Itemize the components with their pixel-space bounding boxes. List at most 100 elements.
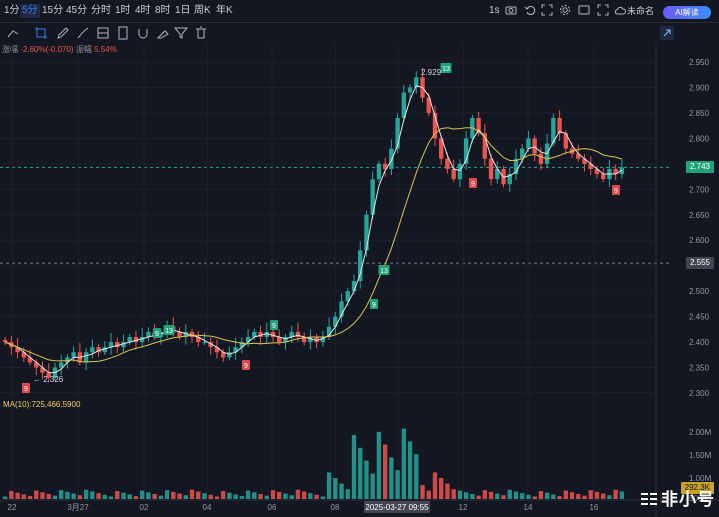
candle-body	[277, 336, 282, 343]
volume-bar	[407, 441, 413, 499]
settings-icon[interactable]	[559, 4, 573, 18]
time-tick: 14	[524, 503, 533, 512]
timeframe-week[interactable]: 周K	[194, 5, 211, 16]
candle-body	[513, 158, 519, 175]
volume-bar	[301, 491, 307, 499]
timeframe-5m[interactable]: 5分	[20, 4, 40, 18]
interval-selector[interactable]: 1s	[489, 5, 500, 16]
candle-body	[196, 336, 201, 343]
marker-icon[interactable]	[156, 26, 170, 40]
candle-body	[40, 367, 45, 373]
trash-icon[interactable]	[194, 26, 208, 40]
expand-icon[interactable]	[597, 4, 611, 18]
volume-bar	[439, 478, 444, 499]
timeframe-15m[interactable]: 15分	[42, 5, 64, 16]
volume-bar	[426, 490, 431, 499]
timeframe-year[interactable]: 年K	[216, 5, 233, 16]
volume-bar	[482, 490, 488, 499]
pencil-icon[interactable]	[56, 26, 70, 40]
ai-interpret-button[interactable]: AI解读	[663, 6, 711, 19]
td-sell-9c-label: 9	[471, 181, 475, 188]
candle-body	[233, 347, 238, 353]
candle-body	[557, 118, 562, 134]
candle-body	[538, 153, 544, 164]
cloud-icon[interactable]	[614, 5, 628, 19]
volume-bar	[488, 491, 494, 499]
candle-body	[326, 326, 332, 337]
volume-bar	[588, 490, 593, 499]
crop-icon[interactable]	[34, 26, 48, 40]
volume-bar	[239, 496, 245, 499]
pattern-icon[interactable]	[96, 26, 110, 40]
timeframe-1m[interactable]: 1分	[4, 5, 20, 16]
volume-bar	[220, 491, 226, 499]
screenshot-icon[interactable]	[578, 4, 592, 18]
drawing-toolbar	[0, 23, 719, 43]
brush-icon[interactable]	[76, 26, 90, 40]
candle-body	[476, 118, 481, 134]
collapse-icon[interactable]	[660, 26, 674, 40]
camera-icon[interactable]	[505, 4, 519, 18]
candle-body	[619, 167, 625, 175]
volume-bar	[563, 490, 568, 499]
price-tick: 2.850	[689, 109, 710, 118]
volume-bar	[245, 490, 251, 499]
candle-body	[71, 352, 76, 358]
low-price-label: ← 2.326	[33, 375, 64, 384]
candle-body	[370, 179, 375, 215]
undo-icon[interactable]	[524, 4, 538, 18]
filter-icon[interactable]	[174, 26, 188, 40]
candle-body	[133, 336, 139, 343]
time-tick: 02	[140, 503, 149, 512]
volume-bar	[526, 494, 531, 499]
td-buy-13b-label: 13	[380, 268, 388, 275]
volume-bar	[401, 428, 407, 499]
volume-bar	[463, 492, 469, 499]
layout-name[interactable]: 未命名	[627, 6, 655, 16]
volume-bar	[196, 491, 201, 499]
volume-bar	[177, 493, 182, 499]
magnet-icon[interactable]	[136, 26, 150, 40]
volume-bar	[2, 496, 8, 499]
candle-body	[164, 326, 170, 332]
timeframe-8h[interactable]: 8时	[155, 5, 171, 16]
volume-bar	[582, 495, 587, 499]
volume-bar	[21, 494, 26, 499]
candle-body	[345, 291, 350, 302]
amplitude-value: 5.54%	[94, 45, 117, 54]
candle-body	[588, 163, 593, 169]
timeframe-timeshare[interactable]: 分时	[91, 5, 111, 16]
volume-bar	[569, 492, 575, 499]
timeframe-4h[interactable]: 4时	[135, 5, 151, 16]
timeframe-1d[interactable]: 1日	[175, 5, 191, 16]
candle-body	[613, 168, 618, 175]
amplitude-label: 振幅	[75, 45, 92, 54]
timeframe-1h[interactable]: 1时	[115, 5, 131, 16]
timeframe-45m[interactable]: 45分	[66, 5, 88, 16]
candle-body	[482, 133, 488, 159]
candle-body	[115, 342, 120, 348]
time-tick: 22	[8, 503, 17, 512]
volume-tick: 1.50M	[689, 451, 712, 460]
ma-slow-line	[4, 127, 623, 363]
td-buy-13c	[440, 63, 452, 73]
volume-bar	[364, 460, 369, 499]
volume-bar	[326, 472, 332, 499]
volume-bar	[252, 492, 257, 499]
fullscreen-icon[interactable]	[541, 4, 555, 18]
price-tick: 2.950	[689, 58, 710, 67]
volume-bar	[52, 495, 58, 499]
trendline-icon[interactable]	[6, 26, 20, 40]
candle-body	[189, 331, 195, 337]
candle-body	[426, 97, 431, 113]
volume-bar	[370, 473, 375, 499]
candle-body	[601, 174, 606, 180]
volume-bar	[283, 493, 288, 499]
volume-bar	[308, 493, 313, 499]
volume-bar	[320, 496, 326, 499]
volume-bar	[495, 493, 500, 499]
note-icon[interactable]	[116, 26, 130, 40]
watermark-logo: 非小号	[640, 485, 715, 510]
candle-body	[183, 331, 188, 337]
